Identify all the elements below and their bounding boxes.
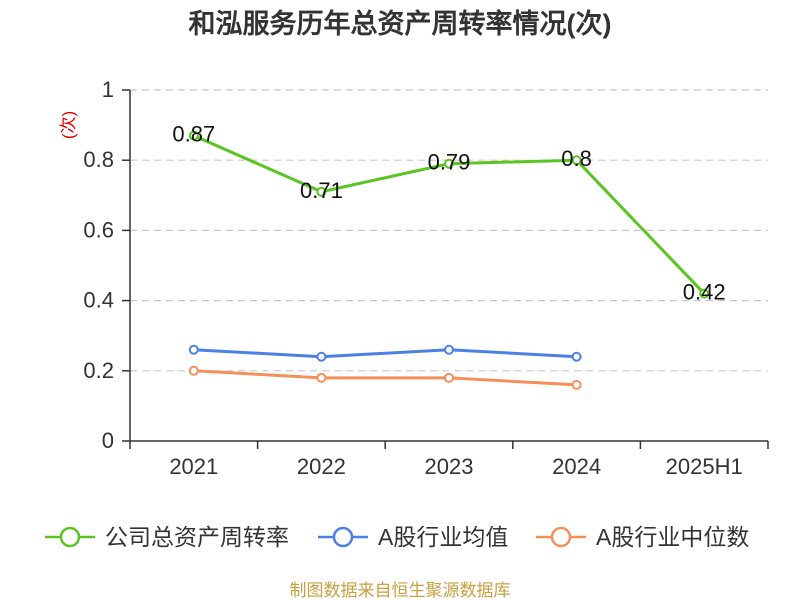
legend-label: A股行业中位数: [596, 524, 749, 550]
data-point: [444, 372, 454, 383]
data-label: 0.87: [172, 122, 215, 147]
data-labels: 0.87 0.71 0.79 0.8 0.42: [172, 122, 725, 305]
data-point: [571, 155, 582, 166]
y-tick-label: 0: [102, 428, 114, 453]
legend-item[interactable]: A股行业中位数: [536, 524, 749, 550]
data-point: [316, 372, 327, 383]
legend-marker-icon: [332, 526, 354, 548]
data-label: 0.42: [683, 280, 726, 305]
y-axis-label: (次): [59, 111, 78, 139]
data-point: [699, 288, 710, 299]
y-tick-label: 1: [102, 77, 114, 102]
data-point: [444, 344, 454, 355]
gridlines: [130, 89, 768, 372]
axes: 0 0.2 0.4 0.6 0.8 1 2021 2022 2023 2024 2025H1: [83, 77, 769, 479]
data-label: 0.71: [300, 178, 343, 203]
legend-label: A股行业均值: [378, 524, 508, 550]
legend: 公司总资产周转率 A股行业均值 A股行业中位数: [45, 524, 749, 550]
x-tick-label: 2021: [169, 454, 218, 479]
y-tick-label: 0.8: [83, 147, 114, 172]
x-tick-label: 2025H1: [666, 454, 743, 479]
x-tick-label: 2022: [297, 454, 346, 479]
legend-item[interactable]: A股行业均值: [318, 524, 508, 550]
data-point: [188, 344, 199, 355]
y-tick-label: 0.4: [83, 288, 114, 313]
data-point: [316, 351, 327, 362]
chart-title: 和泓服务历年总资产周转率情况(次): [189, 8, 612, 39]
legend-marker-icon: [550, 526, 572, 548]
y-tick-label: 0.2: [83, 358, 114, 383]
series-line: [192, 369, 579, 387]
series-layer: [188, 130, 710, 390]
source-note: 制图数据来自恒生聚源数据库: [290, 581, 511, 600]
data-point: [188, 130, 199, 141]
data-point: [571, 351, 582, 362]
data-point: [316, 186, 327, 197]
data-point: [188, 365, 199, 376]
data-label: 0.79: [428, 150, 471, 175]
legend-item[interactable]: 公司总资产周转率: [45, 524, 289, 550]
data-label: 0.8: [561, 146, 592, 171]
data-point: [444, 158, 454, 169]
y-tick-label: 0.6: [83, 217, 114, 242]
series-line: [192, 348, 579, 359]
x-tick-label: 2023: [425, 454, 474, 479]
legend-marker-icon: [59, 526, 81, 548]
legend-label: 公司总资产周转率: [105, 524, 289, 550]
x-tick-label: 2024: [552, 454, 601, 479]
data-point: [571, 379, 582, 390]
